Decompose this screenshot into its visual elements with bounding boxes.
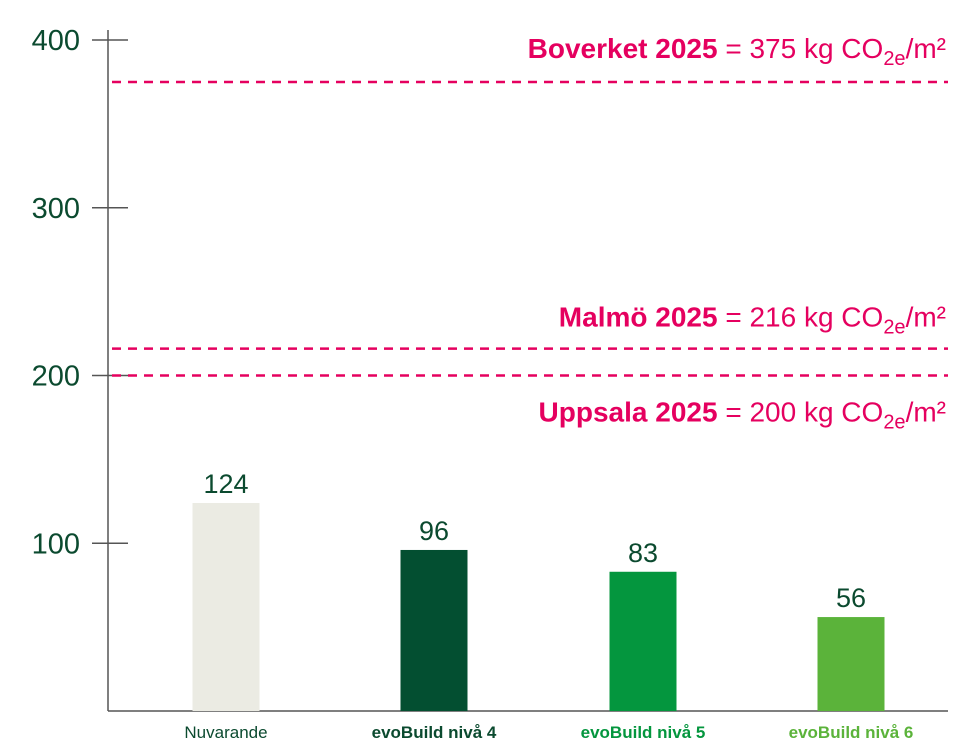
reference-label: Boverket 2025 = 375 kg CO2e/m² [528,33,946,70]
y-tick-label: 200 [32,361,80,393]
reference-label: Uppsala 2025 = 200 kg CO2e/m² [539,397,946,434]
bar-value-label: 124 [203,469,248,499]
category-label: evoBuild nivå 4 [372,723,497,742]
y-tick-label: 300 [32,193,80,225]
bar-value-label: 56 [836,583,866,613]
y-tick-label: 400 [32,25,80,57]
bar [817,617,885,711]
category-label: evoBuild nivå 6 [789,723,914,742]
bar [400,549,468,711]
category-label: evoBuild nivå 5 [581,723,706,742]
category-label: Nuvarande [184,723,267,742]
y-tick-label: 100 [32,528,80,560]
bar-value-label: 83 [628,538,658,568]
reference-label: Malmö 2025 = 216 kg CO2e/m² [559,302,946,339]
bar [192,502,260,711]
bar-value-label: 96 [419,516,449,546]
bar [609,571,677,711]
